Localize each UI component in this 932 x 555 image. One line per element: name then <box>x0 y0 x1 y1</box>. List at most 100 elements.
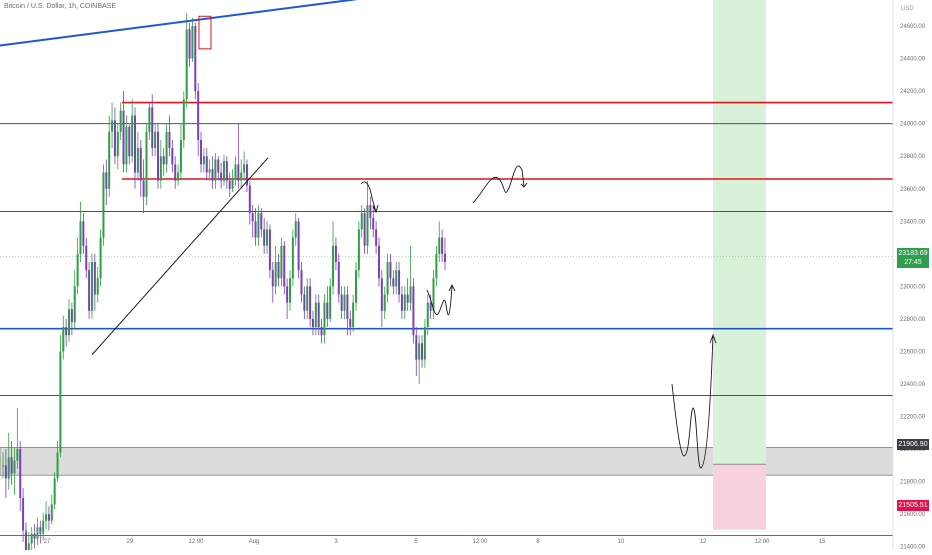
candle <box>188 22 191 67</box>
candle <box>306 278 309 319</box>
candle <box>240 159 243 189</box>
price-tick-label: 22200.00 <box>900 415 926 421</box>
candle-body <box>7 457 10 479</box>
candle-body <box>108 131 111 189</box>
candle-body <box>340 294 343 311</box>
candle <box>443 237 446 271</box>
time-tick-label: 15 <box>819 539 826 545</box>
candle-body <box>2 465 4 467</box>
candle <box>214 152 217 189</box>
candle <box>225 156 228 189</box>
candle <box>96 266 99 303</box>
candle-body <box>251 213 254 222</box>
projection-arrow-peak <box>372 204 379 214</box>
candle-body <box>85 245 88 271</box>
candle-body <box>309 286 312 319</box>
candle-body <box>329 286 332 319</box>
candle-body <box>380 278 383 311</box>
time-tick-label: 12:00 <box>188 539 204 545</box>
candle <box>349 310 352 336</box>
candle <box>194 22 197 100</box>
candle <box>76 237 79 295</box>
price-tick-label: 23400.00 <box>900 219 926 225</box>
candle-body <box>62 327 65 352</box>
price-tick-label: 22600.00 <box>900 349 926 355</box>
candle <box>99 229 102 287</box>
candle-body <box>24 530 27 550</box>
candle <box>389 253 392 287</box>
candle-body <box>412 286 415 336</box>
candle <box>423 318 426 368</box>
candle-body <box>443 253 446 262</box>
candle-body <box>375 229 378 246</box>
candle <box>314 294 317 336</box>
candle-body <box>438 237 441 254</box>
candle-body <box>283 245 286 287</box>
candle-body <box>326 302 329 319</box>
candle <box>139 139 142 197</box>
candle <box>165 123 168 173</box>
candle-body <box>332 245 335 287</box>
candle-body <box>165 131 168 165</box>
candle <box>392 270 395 295</box>
candle-body <box>116 131 119 157</box>
candle <box>65 318 68 347</box>
profit-zone <box>713 0 766 465</box>
candle-body <box>294 221 297 238</box>
candle <box>119 102 122 140</box>
stop-loss-zone <box>713 464 766 530</box>
candle <box>19 440 22 511</box>
current-price-value: 23183.69 <box>898 250 928 257</box>
candle <box>211 156 214 189</box>
candle-body <box>400 294 403 311</box>
time-tick-label: 12:00 <box>472 539 488 545</box>
candle <box>105 159 108 206</box>
price-axis[interactable]: 24600.00 24400.00 24200.00 24000.00 23800.00… <box>892 0 932 551</box>
candle <box>68 299 71 342</box>
candle-body <box>386 261 389 295</box>
candle-body <box>105 172 108 189</box>
candle-body <box>154 131 157 149</box>
candle <box>151 94 154 157</box>
candle-body <box>159 156 162 181</box>
candle <box>125 115 128 173</box>
time-axis[interactable]: 27 29 12:00 Aug 3 5 12:00 8 10 12 12:00 15 <box>0 531 893 545</box>
candle <box>266 221 269 254</box>
candle-body <box>142 180 145 197</box>
candle <box>13 447 16 495</box>
candle <box>16 408 19 469</box>
candle-body <box>53 478 56 505</box>
candle-body <box>36 527 39 539</box>
candle <box>409 245 412 311</box>
candle-body <box>10 457 13 474</box>
candle-body <box>128 126 131 157</box>
candle <box>426 294 429 336</box>
candle <box>70 302 73 336</box>
candle <box>286 278 289 319</box>
candle <box>22 488 25 542</box>
candle-body <box>194 26 197 92</box>
candle <box>93 253 96 311</box>
candle <box>231 169 234 193</box>
candle <box>179 123 182 181</box>
candle-body <box>148 107 151 132</box>
candle-body <box>398 270 401 295</box>
entry-price-tag: 21906.90 <box>897 439 929 450</box>
candle <box>326 286 329 328</box>
candle-body <box>426 302 429 328</box>
candle-body <box>197 91 200 140</box>
candle-body <box>30 533 33 544</box>
candle <box>248 180 251 225</box>
candle-body <box>357 229 360 271</box>
price-tick-label: 23000.00 <box>900 284 926 290</box>
candle-body <box>73 286 76 323</box>
candle <box>10 440 13 485</box>
candle <box>363 208 366 254</box>
candle <box>50 494 53 524</box>
candle-body <box>56 452 59 479</box>
candle-body <box>314 302 317 328</box>
bar-countdown: 27:45 <box>904 259 922 266</box>
candle <box>294 213 297 246</box>
